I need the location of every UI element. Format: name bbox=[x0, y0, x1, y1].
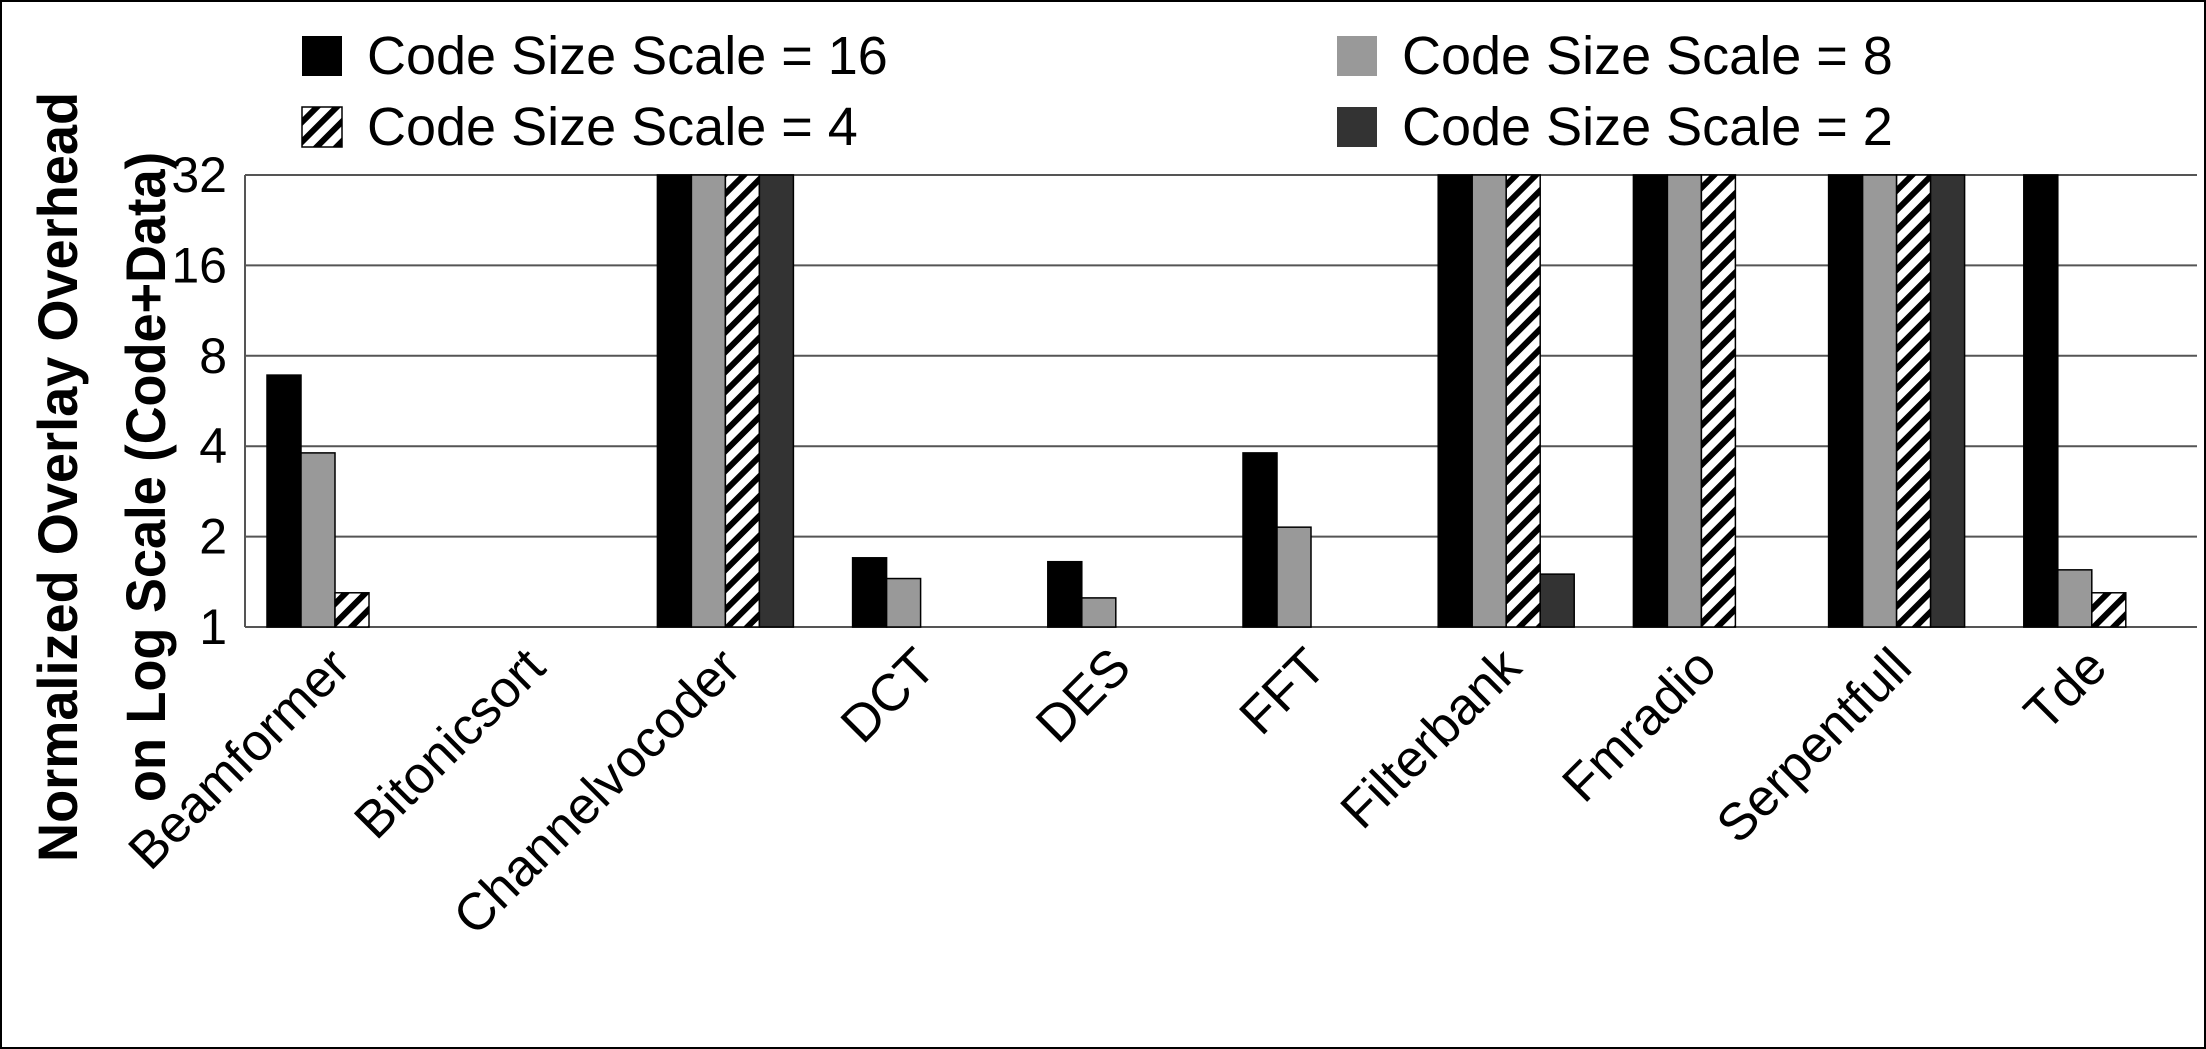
bar-channelvocoder-series-3 bbox=[724, 174, 761, 628]
bar-filterbank-series-2 bbox=[1471, 174, 1507, 628]
bar-fmradio-series-1 bbox=[1632, 174, 1669, 628]
bar-fft-series-1 bbox=[1242, 452, 1278, 628]
y-axis-title: Normalized Overlay Overhead on Log Scale … bbox=[26, 92, 177, 862]
legend-swatch bbox=[301, 106, 343, 148]
y-axis-label: Normalized Overlay Overhead bbox=[26, 92, 89, 862]
bar-filterbank-series-3 bbox=[1505, 174, 1541, 628]
x-tick-label: DCT bbox=[830, 637, 947, 754]
x-tick-label: DES bbox=[1025, 637, 1142, 754]
bar-channelvocoder-series-1 bbox=[656, 174, 693, 628]
legend-label: Code Size Scale = 8 bbox=[1402, 26, 1893, 86]
y-tick-label: 16 bbox=[171, 237, 227, 293]
y-tick-label: 1 bbox=[199, 599, 227, 655]
legend-label: Code Size Scale = 2 bbox=[1402, 97, 1893, 157]
bar-dct-series-1 bbox=[851, 557, 888, 628]
legend: Code Size Scale = 16 Code Size Scale = 8 C… bbox=[301, 26, 1893, 157]
bars bbox=[266, 174, 2127, 628]
bar-fmradio-series-2 bbox=[1666, 174, 1703, 628]
bar-des-series-2 bbox=[1081, 597, 1117, 628]
x-tick-label: Filterbank bbox=[1330, 637, 1533, 840]
x-tick-label: Bitonicsort bbox=[344, 637, 557, 850]
axes: 12481632BeamformerBitonicsortChannelvoco… bbox=[118, 147, 2118, 946]
bar-serpentfull-series-3 bbox=[1895, 174, 1932, 628]
y-tick-label: 8 bbox=[199, 328, 227, 384]
bar-tde-series-3 bbox=[2091, 592, 2127, 628]
bar-filterbank-series-1 bbox=[1437, 174, 1473, 628]
y-tick-label: 2 bbox=[199, 509, 227, 565]
x-tick-label: FFT bbox=[1229, 637, 1337, 745]
y-tick-label: 4 bbox=[199, 418, 227, 474]
bar-serpentfull-series-4 bbox=[1929, 174, 1966, 628]
legend-entry: Code Size Scale = 8 bbox=[1337, 26, 1893, 86]
legend-label: Code Size Scale = 16 bbox=[367, 26, 888, 86]
legend-swatch bbox=[1337, 107, 1377, 147]
bar-beamformer-series-2 bbox=[300, 452, 336, 628]
bar-tde-series-2 bbox=[2057, 569, 2093, 628]
legend-entry: Code Size Scale = 16 bbox=[302, 26, 888, 86]
x-tick-label: Fmradio bbox=[1552, 637, 1728, 813]
bar-beamformer-series-3 bbox=[334, 592, 370, 628]
bar-filterbank-series-4 bbox=[1539, 573, 1575, 628]
legend-label: Code Size Scale = 4 bbox=[367, 97, 858, 157]
bar-serpentfull-series-1 bbox=[1827, 174, 1864, 628]
bar-fft-series-2 bbox=[1276, 526, 1312, 628]
bar-serpentfull-series-2 bbox=[1861, 174, 1898, 628]
legend-entry: Code Size Scale = 2 bbox=[1337, 97, 1893, 157]
bar-tde-series-1 bbox=[2023, 174, 2059, 628]
bar-des-series-1 bbox=[1047, 560, 1083, 628]
y-axis-label: on Log Scale (Code+Data) bbox=[114, 152, 177, 802]
y-tick-label: 32 bbox=[171, 147, 227, 203]
bar-channelvocoder-series-2 bbox=[690, 174, 727, 628]
x-tick-label: Serpentfull bbox=[1706, 637, 1923, 854]
bar-beamformer-series-1 bbox=[266, 374, 302, 628]
legend-swatch bbox=[1337, 36, 1377, 76]
legend-entry: Code Size Scale = 4 bbox=[301, 97, 858, 157]
x-tick-label: Tde bbox=[2014, 637, 2118, 741]
bar-channelvocoder-series-4 bbox=[758, 174, 795, 628]
legend-swatch bbox=[302, 36, 342, 76]
bar-fmradio-series-3 bbox=[1700, 174, 1737, 628]
bar-dct-series-2 bbox=[885, 577, 922, 628]
